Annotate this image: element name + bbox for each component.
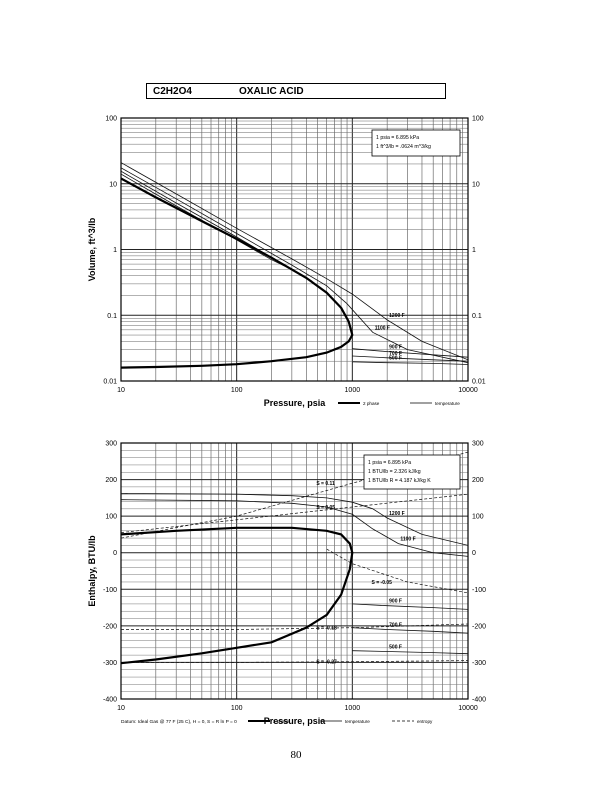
x-tick-label: 10 <box>117 387 125 394</box>
datum-footnote: Datum: Ideal Gas @ 77 F (25 C), H = 0, S… <box>121 719 237 725</box>
temperature-series-line <box>352 355 468 362</box>
x-tick-label: 100 <box>231 705 243 712</box>
temperature-series-line <box>121 167 468 364</box>
y-tick-label: 200 <box>105 477 117 484</box>
temperature-series-line <box>352 348 468 358</box>
y-tick-label-right: 1 <box>472 247 476 254</box>
temperature-series-line <box>121 499 468 557</box>
chemical-name: OXALIC ACID <box>239 86 304 97</box>
x-tick-label: 10 <box>117 705 125 712</box>
y-tick-label: 1 <box>113 247 117 254</box>
y-tick-label: 300 <box>105 441 117 448</box>
plot-lines <box>121 162 468 369</box>
y-tick-label: 0 <box>113 550 117 557</box>
temperature-label: 900 F <box>389 345 402 351</box>
entropy-series-line <box>121 623 468 630</box>
conversion-text: 1 psia = 6.895 kPa <box>368 460 411 466</box>
entropy-label: S = 0.11 <box>316 481 335 487</box>
plot-frame <box>120 117 469 382</box>
y-tick-label-right: 0.1 <box>472 313 482 320</box>
temperature-series-line <box>121 493 468 546</box>
entropy-label: S = -0.27 <box>316 660 337 666</box>
conversion-box <box>363 454 461 490</box>
y-tick-label-right: 100 <box>472 514 484 521</box>
conversion-text: 1 ft^3/lb = .0624 m^3/kg <box>376 144 431 150</box>
x-tick-label: 100 <box>231 387 243 394</box>
y-tick-label-right: 200 <box>472 477 484 484</box>
entropy-series-line <box>326 548 468 594</box>
legend-label: temperature <box>435 401 460 406</box>
y-tick-label: -300 <box>103 660 117 667</box>
legend-label: 2 phase <box>363 401 380 406</box>
y-tick-label-right: -400 <box>472 697 486 704</box>
y-tick-label: 0.01 <box>103 379 117 386</box>
y-tick-label-right: -300 <box>472 660 486 667</box>
entropy-label: S = 0.05 <box>316 505 335 511</box>
y-tick-label-right: -200 <box>472 623 486 630</box>
x-tick-label: 10000 <box>458 387 478 394</box>
temperature-label: 700 F <box>389 623 402 629</box>
temperature-label: 1200 F <box>389 313 405 319</box>
y-tick-label-right: 100 <box>472 116 484 123</box>
y-axis-label: Enthalpy, BTU/lb <box>87 535 97 607</box>
x-axis-label: Pressure, psia <box>264 716 327 726</box>
volume-chart: 10 100 1000 10000 100 100 10 10 1 1 0.1 0.1 0.01 0.01… <box>87 116 486 409</box>
legend-label: 2 phase <box>273 719 290 724</box>
conversion-text: 1 BTU/lb R = 4.187 kJ/kg K <box>368 478 431 484</box>
y-tick-label: 100 <box>105 116 117 123</box>
temperature-label: 1200 F <box>389 511 405 517</box>
y-tick-label-right: 0.01 <box>472 379 486 386</box>
legend-label: temperature <box>345 719 370 724</box>
temperature-label: 500 F <box>389 644 402 650</box>
y-tick-label: 100 <box>105 514 117 521</box>
conversion-text: 1 psia = 6.895 kPa <box>376 135 419 141</box>
y-tick-label-right: 300 <box>472 441 484 448</box>
x-tick-label: 1000 <box>345 705 361 712</box>
y-tick-label: 0.1 <box>107 313 117 320</box>
y-tick-label: -400 <box>103 697 117 704</box>
temperature-label: 700 F <box>389 351 402 357</box>
plot-frame <box>120 442 469 700</box>
entropy-label: S = -0.05 <box>372 580 393 586</box>
temperature-label: 1100 F <box>400 537 415 543</box>
legend-label: entropy <box>417 719 433 724</box>
temperature-label: 900 F <box>389 599 402 605</box>
y-tick-label-right: -100 <box>472 587 486 594</box>
y-tick-label: -200 <box>103 623 117 630</box>
two-phase-dome-line <box>121 526 354 665</box>
temperature-series-line <box>352 650 468 655</box>
x-tick-label: 10000 <box>458 705 478 712</box>
title-box: C2H2O4 OXALIC ACID <box>146 83 446 99</box>
conversion-box <box>371 129 461 157</box>
two-phase-dome-line <box>121 177 354 369</box>
y-axis-label: Volume, ft^3/lb <box>87 217 97 281</box>
temperature-label: 1100 F <box>375 325 390 331</box>
page-number: 80 <box>290 749 302 761</box>
entropy-series-line <box>121 493 468 533</box>
y-tick-label-right: 10 <box>472 181 480 188</box>
x-axis-label: Pressure, psia <box>264 398 327 408</box>
temperature-label: 500 F <box>389 356 402 362</box>
y-tick-label: 10 <box>109 181 117 188</box>
entropy-series-line <box>121 660 468 663</box>
conversion-text: 1 BTU/lb = 2.326 kJ/kg <box>368 469 421 475</box>
temperature-series-line <box>352 603 468 610</box>
y-tick-label-right: 0 <box>472 550 476 557</box>
chemical-formula: C2H2O4 <box>153 86 192 97</box>
entropy-label: S = -0.18 <box>316 626 337 632</box>
temperature-series-line <box>352 627 468 634</box>
y-tick-label: -100 <box>103 587 117 594</box>
x-tick-label: 1000 <box>345 387 361 394</box>
temperature-series-line <box>121 162 468 361</box>
temperature-series-line <box>352 361 468 365</box>
